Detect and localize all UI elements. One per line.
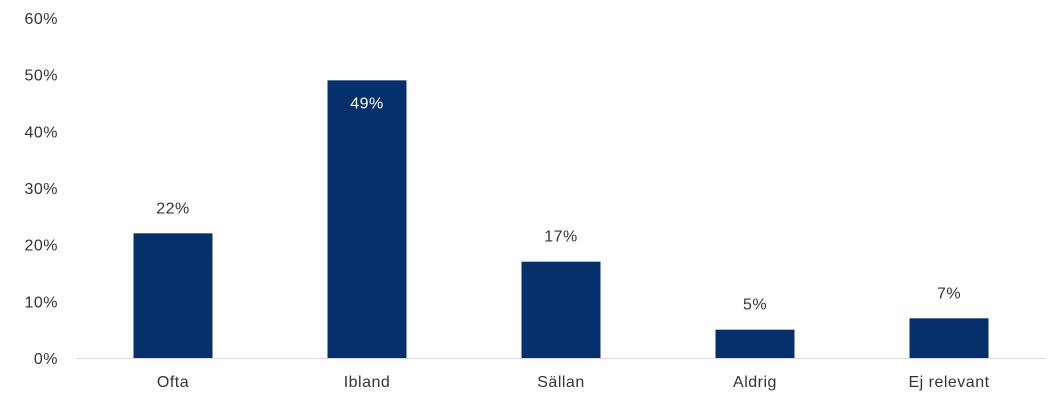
bars: [133, 80, 989, 358]
data-label: 5%: [743, 297, 767, 314]
x-category-label: Ej relevant: [908, 374, 989, 391]
y-tick-label: 0%: [34, 351, 58, 368]
data-label: 22%: [156, 200, 190, 217]
y-tick-label: 40%: [24, 124, 58, 141]
data-label: 49%: [350, 95, 384, 112]
x-axis-category-labels: Ofta Ibland Sällan Aldrig Ej relevant: [157, 374, 989, 391]
data-label: 7%: [937, 285, 961, 302]
bar-sällan: [521, 261, 601, 358]
data-label: 17%: [544, 229, 578, 246]
x-category-label: Ibland: [344, 374, 391, 391]
y-tick-label: 50%: [24, 68, 58, 85]
y-tick-label: 60%: [24, 11, 58, 28]
y-tick-label: 20%: [24, 238, 58, 255]
x-category-label: Sällan: [537, 374, 584, 391]
y-tick-label: 10%: [24, 294, 58, 311]
bar-ej-relevant: [909, 318, 989, 358]
x-category-label: Ofta: [157, 374, 189, 391]
y-axis-tick-labels: 0% 10% 20% 30% 40% 50% 60%: [24, 11, 58, 368]
y-tick-label: 30%: [24, 181, 58, 198]
data-labels: 22% 49% 17% 5% 7%: [156, 95, 961, 314]
bar-aldrig: [715, 329, 795, 358]
x-category-label: Aldrig: [733, 374, 777, 391]
bar-ibland: [327, 80, 407, 358]
bar-ofta: [133, 233, 213, 358]
